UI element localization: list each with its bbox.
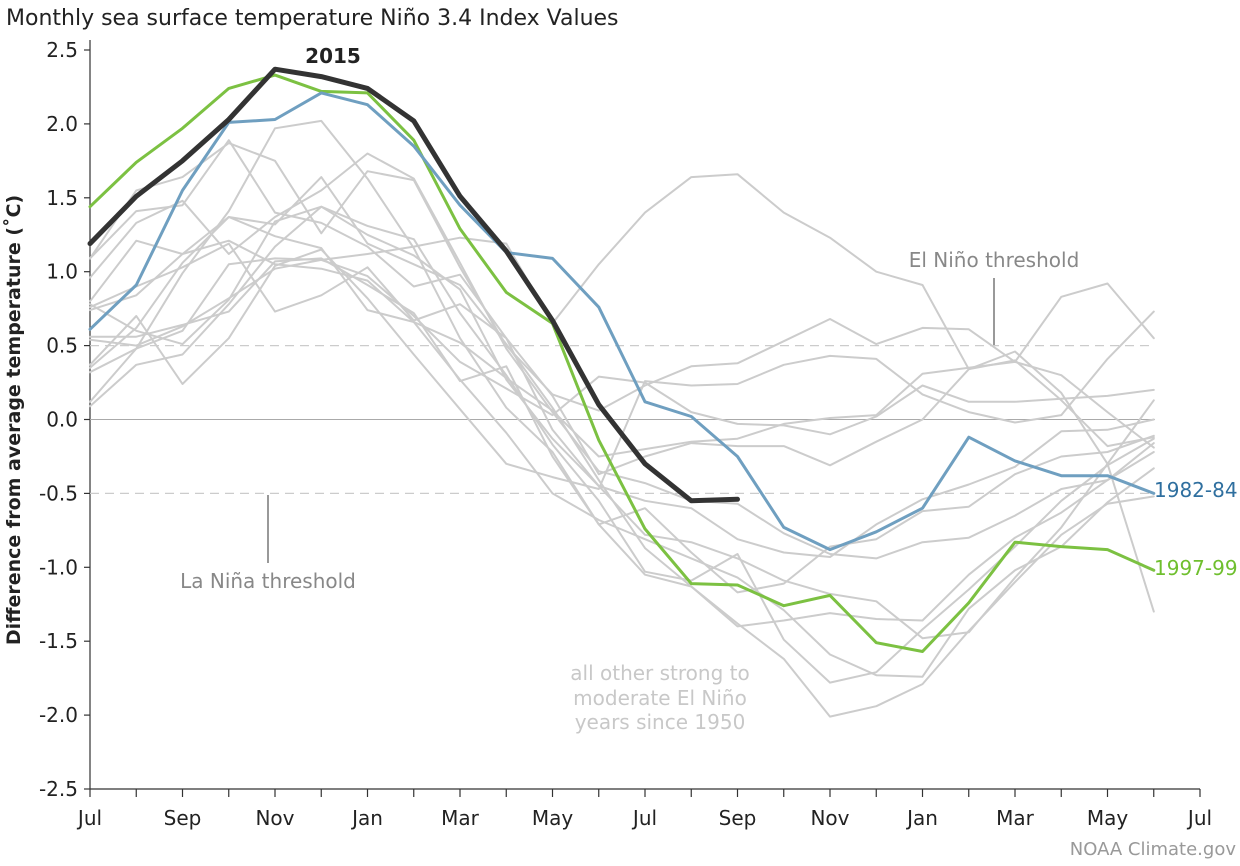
x-tick-label: Jul xyxy=(1186,806,1212,830)
series-label-1982-84: 1982-84 xyxy=(1154,478,1238,502)
chart-title: Monthly sea surface temperature Niño 3.4… xyxy=(6,6,619,31)
x-tick-label: Nov xyxy=(810,806,849,830)
threshold-lines xyxy=(90,345,1155,494)
series-line-other xyxy=(89,205,1155,640)
series-line-other xyxy=(89,216,1155,458)
series-line-other xyxy=(89,152,1155,560)
other-years-label-2: moderate El Niño xyxy=(573,686,747,710)
el-nino-threshold-label: El Niño threshold xyxy=(909,248,1080,272)
series-line-other xyxy=(89,257,1155,436)
other-years-label-3: years since 1950 xyxy=(575,710,746,734)
x-tick-label: May xyxy=(532,806,574,830)
series-line-2015 xyxy=(87,66,740,504)
x-tick-label: Mar xyxy=(441,806,480,830)
x-tick-label: Sep xyxy=(719,806,757,830)
x-tick-label: Mar xyxy=(996,806,1035,830)
axes: 2.5 2.0 1.5 1.0 0.5 0.0 -0.5 -1.0 -1.5 -2.0 -2.5 Ju… xyxy=(39,38,1212,830)
y-axis-label: Difference from average temperature (˚C) xyxy=(2,195,25,645)
y-tick-label: 1.0 xyxy=(46,260,78,284)
series-line-other xyxy=(89,257,1155,594)
x-tick-label: Sep xyxy=(164,806,202,830)
y-tick-label: -0.5 xyxy=(39,481,78,505)
series-line-other xyxy=(89,119,1155,628)
series-line-1982-84 xyxy=(88,91,1156,552)
series-lines xyxy=(87,66,1156,718)
other-years-label-1: all other strong to xyxy=(570,661,749,685)
series-label-1997-99: 1997-99 xyxy=(1154,556,1238,580)
y-tick-label: -1.5 xyxy=(39,629,78,653)
x-tick-label: Nov xyxy=(255,806,294,830)
series-line-other xyxy=(89,139,1155,558)
x-tick-label: Jan xyxy=(905,806,938,830)
y-tick-label: 0.0 xyxy=(46,408,78,432)
y-tick-label: 2.5 xyxy=(46,38,78,62)
x-tick-label: Jan xyxy=(350,806,383,830)
y-tick-label: 2.0 xyxy=(46,112,78,136)
x-tick-label: May xyxy=(1087,806,1129,830)
y-tick-label: -1.0 xyxy=(39,555,78,579)
series-label-2015: 2015 xyxy=(305,44,361,68)
y-tick-label: 0.5 xyxy=(46,334,78,358)
x-tick-label: Jul xyxy=(631,806,657,830)
series-line-other xyxy=(89,142,1155,449)
series-line-other xyxy=(89,205,1155,684)
credit: NOAA Climate.gov xyxy=(1070,839,1237,860)
y-tick-label: 1.5 xyxy=(46,186,78,210)
x-tick-label: Jul xyxy=(76,806,102,830)
y-tick-label: -2.0 xyxy=(39,703,78,727)
la-nina-threshold-label: La Niña threshold xyxy=(180,569,356,593)
y-tick-label: -2.5 xyxy=(39,777,78,801)
